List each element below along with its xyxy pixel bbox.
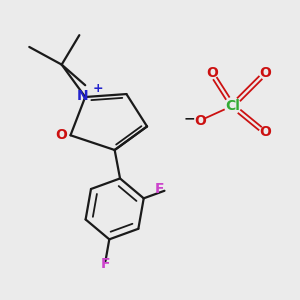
Text: +: + <box>92 82 103 95</box>
Text: F: F <box>154 182 164 196</box>
Text: O: O <box>194 114 206 128</box>
Text: F: F <box>101 257 110 271</box>
Text: N: N <box>77 88 89 103</box>
Text: Cl: Cl <box>225 99 240 113</box>
Text: O: O <box>55 128 67 142</box>
Text: O: O <box>259 66 271 80</box>
Text: −: − <box>183 111 195 125</box>
Text: O: O <box>206 66 218 80</box>
Text: O: O <box>259 125 271 139</box>
